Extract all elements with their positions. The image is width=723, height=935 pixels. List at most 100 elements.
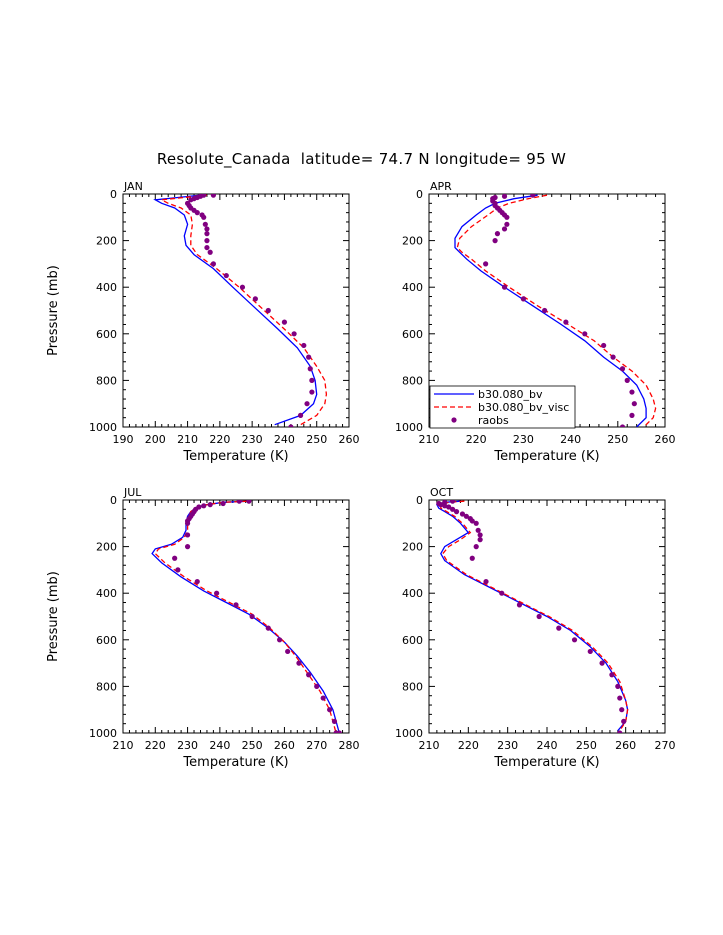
legend-marker-raobs	[451, 417, 457, 423]
x-tick-label: 230	[177, 739, 198, 752]
y-tick-label: 600	[402, 328, 423, 341]
raobs-point	[617, 695, 623, 701]
raobs-point	[501, 194, 508, 199]
plot-area	[435, 500, 629, 733]
raobs-point	[504, 214, 510, 220]
raobs-point	[536, 613, 542, 620]
raobs-point	[494, 231, 501, 237]
x-tick-label: 270	[655, 739, 676, 752]
raobs-point	[469, 518, 475, 524]
x-tick-label: 240	[274, 433, 295, 446]
raobs-point	[314, 683, 320, 690]
raobs-point	[175, 567, 181, 573]
raobs-point	[252, 296, 258, 302]
raobs-point	[483, 261, 489, 267]
x-tick-label: 250	[306, 433, 327, 446]
raobs-point	[438, 502, 444, 508]
raobs-point	[201, 503, 207, 509]
raobs-point	[276, 637, 283, 643]
x-axis-label: Temperature (K)	[182, 755, 288, 770]
series-line-bv	[435, 500, 629, 732]
raobs-point	[204, 231, 210, 237]
y-tick-label: 600	[96, 634, 117, 647]
raobs-point	[194, 578, 200, 585]
plot-area	[151, 500, 342, 733]
raobs-point	[236, 500, 242, 504]
y-tick-label: 1000	[89, 421, 117, 434]
panel-oct: OCT 210 220 230 240 250 260 270 0 200 400 600 800 100…	[395, 486, 676, 770]
raobs-point	[184, 520, 191, 526]
series-line-bv	[454, 194, 647, 427]
raobs-point	[304, 401, 310, 407]
raobs-point	[172, 555, 178, 561]
x-tick-label: 240	[537, 739, 558, 752]
x-tick-label: 250	[576, 739, 597, 752]
raobs-point	[601, 342, 607, 349]
y-tick-label: 600	[402, 634, 423, 647]
y-tick-label: 1000	[395, 421, 423, 434]
raobs-point	[327, 707, 333, 713]
x-tick-label: 260	[655, 433, 676, 446]
y-tick-label: 400	[402, 587, 423, 600]
raobs-point	[309, 377, 315, 383]
raobs-point	[201, 214, 207, 220]
x-tick-label: 190	[113, 433, 134, 446]
raobs-point	[599, 660, 605, 666]
panel-apr: APR 210 220 230 240 250 260 0 200 400 600 800 1000 Te…	[395, 180, 676, 464]
raobs-point	[450, 500, 456, 504]
x-tick-label: 210	[419, 433, 440, 446]
series-line-bv-visc	[456, 194, 657, 427]
raobs-point	[214, 590, 220, 596]
raobs-point	[207, 249, 213, 255]
y-tick-label: 400	[96, 587, 117, 600]
x-tick-label: 210	[177, 433, 198, 446]
series-line-bv-visc	[159, 194, 328, 426]
x-tick-label: 250	[607, 433, 628, 446]
y-tick-label: 600	[96, 328, 117, 341]
x-axis-label: Temperature (K)	[182, 449, 288, 464]
raobs-point	[188, 197, 194, 203]
panel-label: JAN	[123, 180, 143, 193]
raobs-point	[473, 544, 479, 550]
series-line-bv	[151, 500, 340, 733]
x-tick-label: 230	[513, 433, 534, 446]
panel-jul: JUL 210 220 230 240 250 260 270 280 0 200 400 600 800…	[46, 486, 360, 770]
panel-label: APR	[430, 180, 452, 193]
raobs-point	[446, 504, 452, 510]
raobs-point	[204, 244, 210, 251]
raobs-point	[520, 296, 527, 302]
raobs-point	[629, 389, 635, 395]
y-tick-label: 800	[96, 680, 117, 693]
raobs-point	[265, 625, 271, 631]
y-tick-label: 1000	[395, 727, 423, 740]
raobs-point	[556, 625, 562, 631]
raobs-point	[621, 718, 627, 724]
raobs-point	[297, 412, 304, 418]
plot-area	[153, 194, 328, 427]
raobs-point	[631, 401, 637, 407]
raobs-point	[475, 527, 481, 533]
raobs-point	[563, 319, 569, 325]
x-axis-label: Temperature (K)	[493, 755, 599, 770]
x-axis-label: Temperature (K)	[493, 449, 599, 464]
x-tick-label: 220	[458, 739, 479, 752]
raobs-point	[450, 506, 456, 512]
raobs-point	[249, 613, 255, 620]
series-line-bv-visc	[440, 500, 629, 732]
raobs-point	[307, 366, 313, 372]
plot-area	[454, 194, 657, 427]
raobs-point	[184, 544, 191, 550]
raobs-point	[542, 307, 548, 314]
raobs-point	[501, 226, 508, 232]
x-tick-label: 220	[466, 433, 487, 446]
y-tick-label: 0	[110, 188, 117, 201]
y-tick-label: 1000	[89, 727, 117, 740]
raobs-point	[194, 210, 200, 216]
plot-frame	[122, 193, 350, 428]
y-tick-label: 800	[402, 680, 423, 693]
raobs-point	[504, 221, 510, 227]
raobs-point	[473, 520, 479, 526]
raobs-point	[207, 502, 213, 508]
raobs-point	[624, 377, 630, 383]
